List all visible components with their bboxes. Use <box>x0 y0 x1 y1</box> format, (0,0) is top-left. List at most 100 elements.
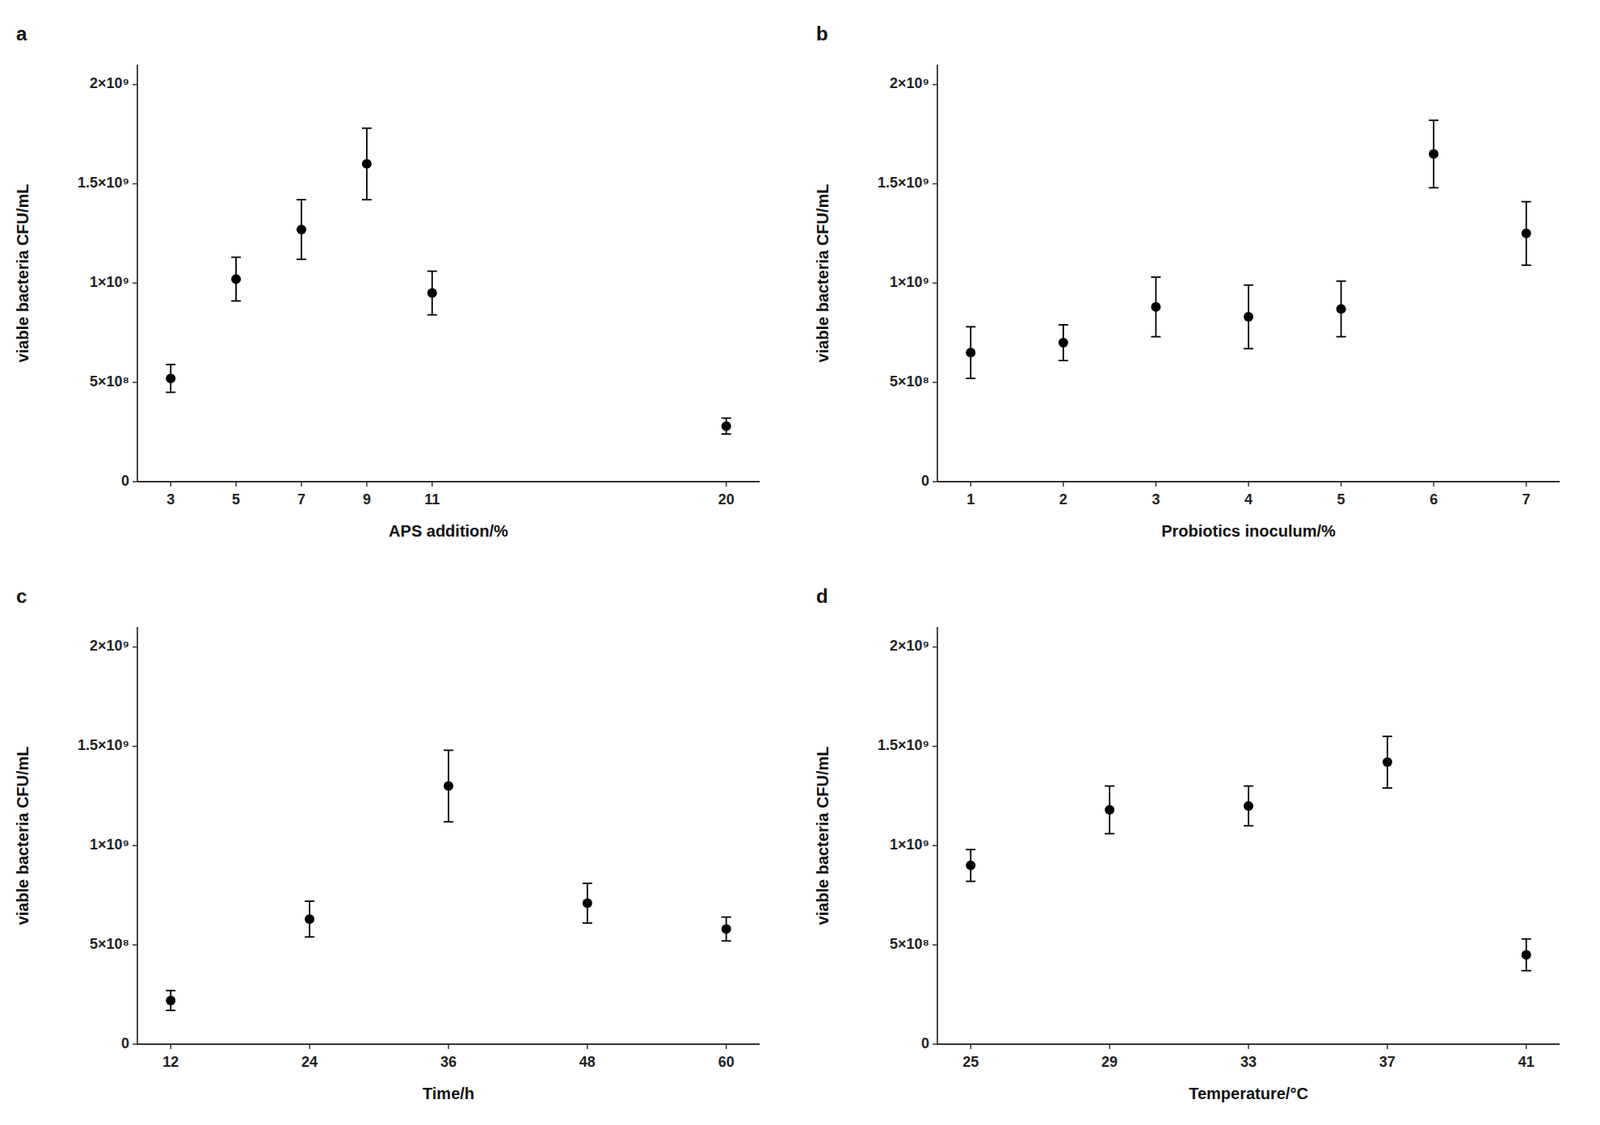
y-tick-label: 2×10⁹ <box>889 637 930 654</box>
x-tick-label: 7 <box>297 491 306 508</box>
error-bar-cap <box>1521 264 1532 266</box>
error-bar-cap <box>1336 336 1347 338</box>
y-tick-label: 1.5×10⁹ <box>877 174 930 191</box>
x-tick <box>1340 481 1343 487</box>
x-tick <box>970 481 973 487</box>
x-tick-label: 41 <box>1518 1053 1535 1070</box>
point <box>1336 303 1347 314</box>
x-tick-label: 20 <box>718 491 735 508</box>
error-bar-cap <box>231 299 241 302</box>
error-bar <box>1336 281 1347 337</box>
x-tick-label: 3 <box>166 491 175 508</box>
x-tick-label: 1 <box>966 491 975 508</box>
y-axis-line <box>136 627 139 1045</box>
error-bar-cap <box>1382 735 1393 737</box>
point <box>582 898 593 909</box>
x-tick-label: 9 <box>362 491 371 508</box>
error-bar <box>231 256 241 301</box>
y-tick-label: 1.5×10⁹ <box>77 174 130 191</box>
error-bar <box>1150 277 1161 337</box>
error-bar-cap <box>362 198 372 201</box>
error-bar-cap <box>965 325 976 328</box>
point <box>165 373 176 384</box>
point <box>1104 804 1115 815</box>
error-bar-cap <box>721 416 732 419</box>
x-axis-label: Time/h <box>422 1084 475 1103</box>
error-bar-cap <box>296 198 307 201</box>
panel: 05×10⁸1×10⁹1.5×10⁹2×10⁹35791120APS addit… <box>13 22 760 540</box>
error-bar <box>582 883 593 923</box>
error-bar-cap <box>965 377 976 379</box>
y-tick-label: 0 <box>121 1035 130 1052</box>
x-tick-label: 3 <box>1151 491 1160 508</box>
x-tick-label: 5 <box>231 491 240 508</box>
x-tick <box>1155 481 1158 487</box>
point <box>965 860 976 871</box>
error-bar-cap <box>1428 119 1439 122</box>
error-bar-cap <box>165 1009 176 1011</box>
x-axis-label: Temperature/°C <box>1188 1084 1309 1103</box>
error-bar-cap <box>721 939 732 942</box>
x-tick <box>1432 481 1435 487</box>
error-bar-cap <box>304 935 315 938</box>
error-bar-cap <box>582 922 593 924</box>
error-bar-cap <box>427 314 438 316</box>
error-bar <box>1058 324 1069 361</box>
y-tick-label: 0 <box>921 1035 930 1052</box>
error-bar <box>1243 786 1254 826</box>
error-bar <box>1243 285 1254 350</box>
data-group <box>965 120 1532 379</box>
panel: 05×10⁸1×10⁹1.5×10⁹2×10⁹1224364860Time/hv… <box>13 585 760 1103</box>
data-group <box>165 749 732 1011</box>
error-bar <box>165 364 176 392</box>
x-tick <box>170 481 173 487</box>
x-tick-label: 4 <box>1244 491 1253 508</box>
error-bar <box>965 849 976 881</box>
error-bar-cap <box>721 916 732 918</box>
panel: 05×10⁸1×10⁹1.5×10⁹2×10⁹2529333741Tempera… <box>813 585 1560 1103</box>
x-axis-line <box>937 480 1560 483</box>
error-bar <box>1521 202 1532 266</box>
error-bar-cap <box>1104 785 1115 788</box>
error-bar-cap <box>296 258 307 261</box>
point <box>304 913 315 924</box>
error-bar-cap <box>1382 787 1393 789</box>
error-bar-cap <box>1336 280 1347 283</box>
point <box>1521 949 1532 960</box>
x-tick <box>725 481 728 487</box>
point <box>1428 149 1439 160</box>
error-bar <box>1521 938 1532 971</box>
x-tick <box>431 481 434 487</box>
x-tick-label: 29 <box>1101 1053 1118 1070</box>
y-tick-label: 1×10⁹ <box>89 836 130 853</box>
point <box>1150 302 1161 312</box>
y-tick-label: 5×10⁸ <box>89 935 130 952</box>
x-tick-label: 25 <box>962 1053 979 1070</box>
error-bar-cap <box>1058 324 1069 326</box>
y-tick-label: 1.5×10⁹ <box>77 736 130 754</box>
error-bar <box>304 901 315 937</box>
x-tick <box>1062 481 1065 487</box>
error-bar-cap <box>1058 359 1069 362</box>
x-tick-label: 2 <box>1059 491 1068 508</box>
error-bar <box>427 271 438 316</box>
error-bar-cap <box>721 433 732 435</box>
y-axis-line <box>936 627 939 1045</box>
x-tick-label: 7 <box>1522 491 1531 508</box>
x-axis-line <box>937 1043 1560 1045</box>
y-axis-label: viable bacteria CFU/mL <box>13 183 32 363</box>
error-bar-cap <box>582 882 593 885</box>
y-tick-label: 1×10⁹ <box>89 273 130 291</box>
point <box>443 781 454 792</box>
error-bar-cap <box>165 363 176 366</box>
point <box>1521 228 1532 239</box>
error-bar-cap <box>965 848 976 851</box>
error-bar-cap <box>1104 833 1115 835</box>
point <box>427 288 438 299</box>
panel-label: a <box>16 22 28 45</box>
error-bar <box>1428 120 1439 189</box>
data-group <box>965 736 1532 971</box>
error-bar-cap <box>1428 186 1439 189</box>
point <box>721 421 732 431</box>
error-bar-cap <box>1243 347 1254 350</box>
